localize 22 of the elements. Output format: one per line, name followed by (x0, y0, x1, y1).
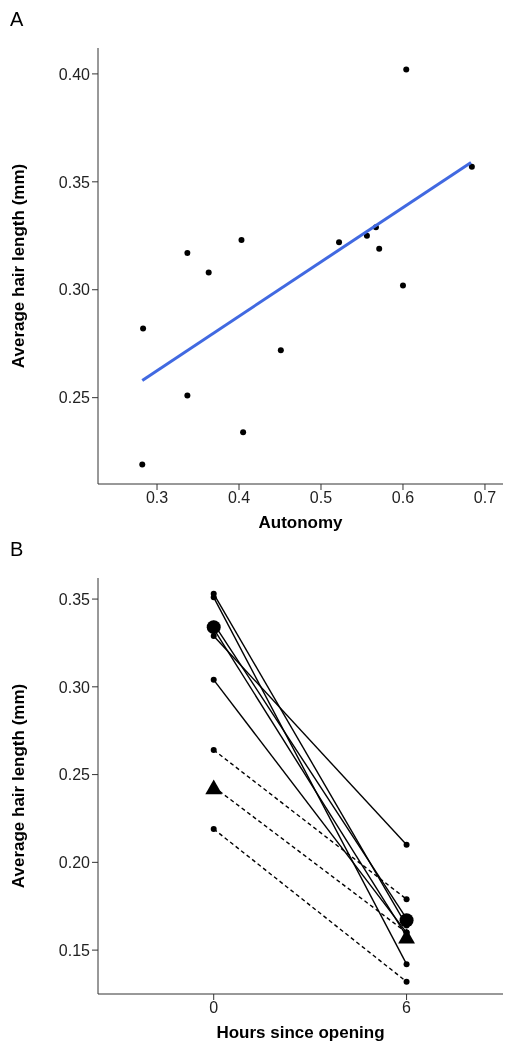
y-tick-label: 0.35 (58, 173, 91, 191)
y-tick-label: 0.30 (58, 281, 91, 299)
x-tick-label: 0.3 (145, 489, 169, 507)
y-tick-label: 0.40 (58, 65, 91, 83)
x-tick-label: 0.6 (391, 489, 415, 507)
chart-title: A (9, 8, 25, 32)
y-tick-label: 0.15 (58, 941, 91, 959)
x-tick-label: 6 (402, 999, 412, 1017)
y-tick-label: 0.25 (58, 766, 91, 784)
y-tick-label: 0.25 (58, 389, 91, 407)
x-axis-title: Autonomy (258, 513, 344, 532)
x-axis-title: Hours since opening (216, 1023, 385, 1042)
y-tick-label: 0.35 (58, 590, 91, 608)
y-tick-label: 0.30 (58, 678, 91, 696)
x-tick-label: 0.4 (227, 489, 251, 507)
x-tick-label: 0 (209, 999, 219, 1017)
chart-title: B (9, 538, 25, 562)
x-tick-label: 0.7 (473, 489, 497, 507)
y-tick-label: 0.20 (58, 854, 91, 872)
y-axis-title: Average hair length (mm) (9, 683, 29, 889)
x-tick-label: 0.5 (309, 489, 333, 507)
y-axis-title: Average hair length (mm) (9, 163, 29, 369)
